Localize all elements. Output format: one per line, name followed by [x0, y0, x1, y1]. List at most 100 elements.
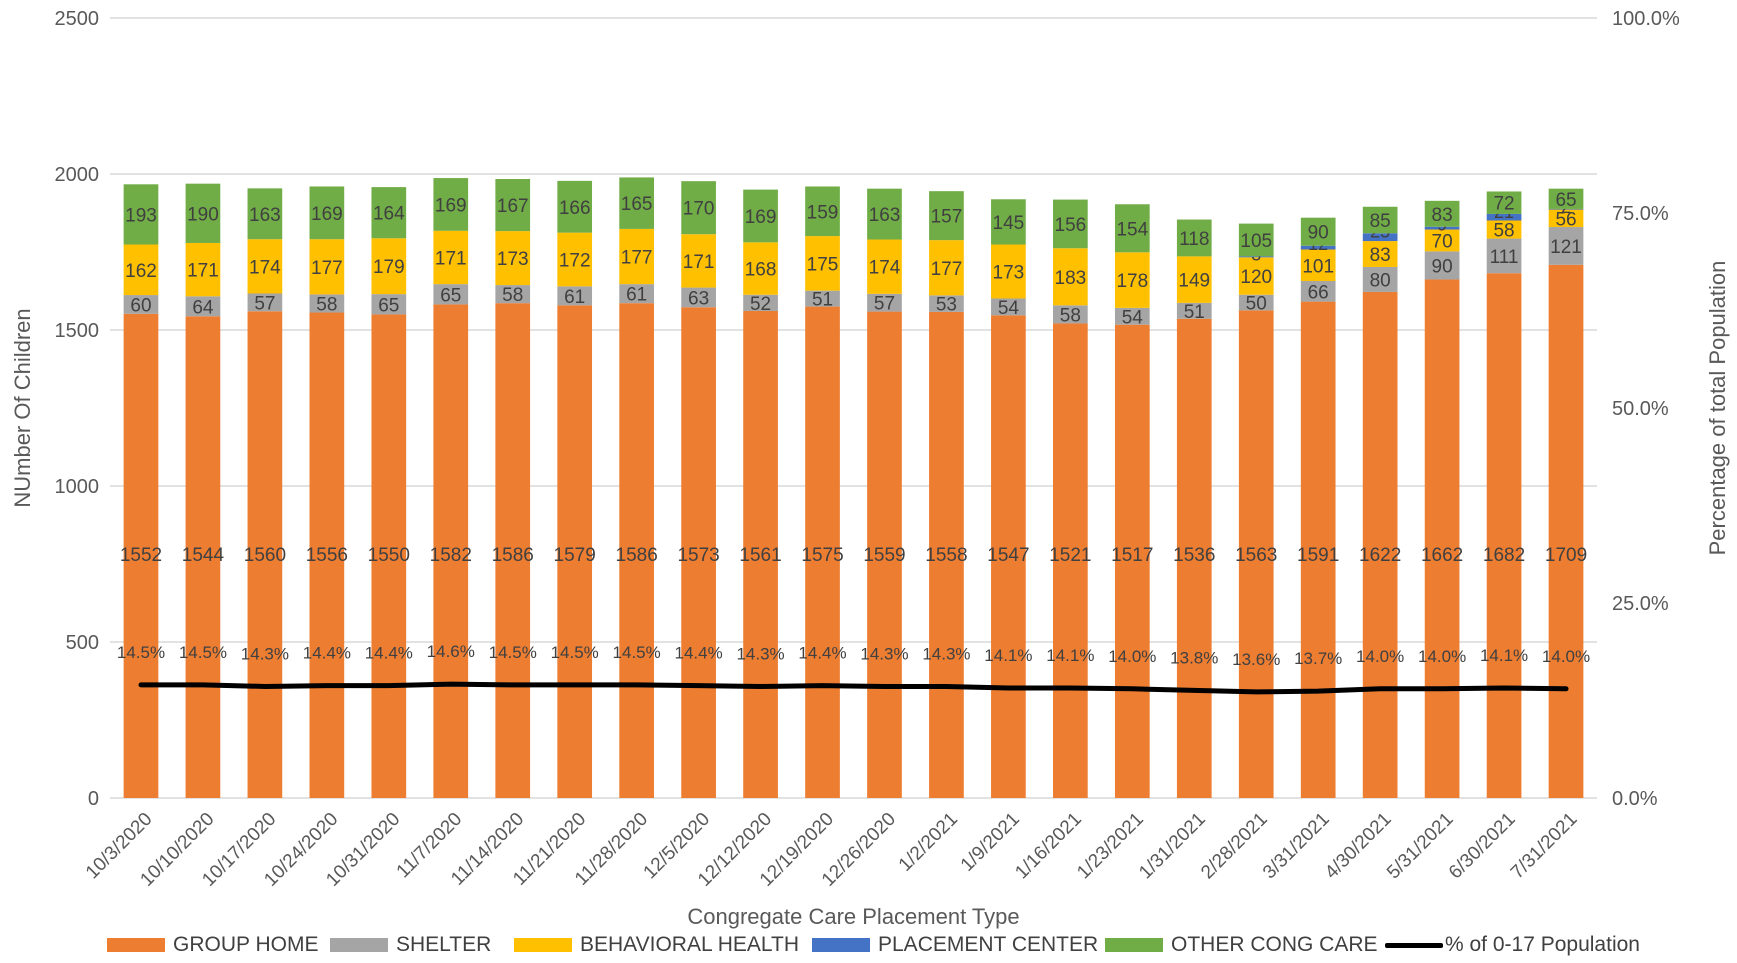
bar-behavioral-health: [433, 230, 469, 285]
data-label-behavioral-health: 175: [807, 254, 839, 275]
data-label-group-home: 1559: [863, 545, 905, 566]
bar-shelter: [805, 290, 840, 307]
y-tick-label: 1000: [55, 476, 100, 498]
bar-group-home: [1053, 323, 1088, 798]
bar-shelter: [929, 295, 964, 312]
data-label-shelter: 61: [626, 285, 647, 306]
y-axis-title: NUmber Of Children: [10, 308, 35, 507]
bar-shelter: [1300, 281, 1336, 302]
data-label-shelter: 111: [1490, 247, 1519, 268]
bar-group-home: [433, 304, 469, 798]
bar-other-cong-care: [1548, 188, 1584, 209]
bar-placement-center: [1424, 226, 1460, 230]
bar-behavioral-health: [309, 239, 345, 295]
legend-item-placement-center: PLACEMENT CENTER: [812, 930, 1098, 960]
data-label-behavioral-health: 149: [1178, 271, 1210, 292]
data-label-shelter: 52: [750, 294, 771, 315]
bar-group-home: [371, 314, 407, 798]
data-label-other-cong-care: 72: [1493, 194, 1514, 215]
data-label-shelter: 57: [874, 294, 895, 315]
bar-placement-center: [1486, 213, 1522, 221]
bar-behavioral-health: [805, 236, 840, 291]
line-data-label: 13.7%: [1294, 649, 1342, 668]
data-label-group-home: 1586: [616, 545, 658, 566]
bar-other-cong-care: [247, 188, 283, 240]
bar-behavioral-health: [681, 234, 716, 288]
bar-behavioral-health: [1548, 209, 1584, 228]
bar-shelter: [433, 284, 469, 305]
bar-shelter: [185, 296, 221, 317]
bar-group-home: [619, 303, 654, 798]
data-label-group-home: 1622: [1359, 545, 1401, 566]
legend-item-group-home: GROUP HOME: [107, 930, 318, 960]
data-label-shelter: 65: [378, 295, 399, 316]
data-label-behavioral-health: 177: [311, 258, 343, 279]
bar-other-cong-care: [991, 199, 1026, 245]
data-label-behavioral-health: 178: [1116, 271, 1148, 292]
data-label-group-home: 1662: [1421, 545, 1463, 566]
x-tick-label: 3/31/2021: [1259, 809, 1334, 884]
bar-behavioral-health: [991, 244, 1026, 299]
bar-behavioral-health: [185, 242, 221, 297]
bar-behavioral-health: [1424, 229, 1460, 252]
data-label-shelter: 54: [998, 298, 1020, 319]
line-data-label: 14.3%: [736, 644, 784, 663]
data-label-shelter: 61: [564, 287, 585, 308]
bar-group-home: [185, 316, 221, 798]
line-data-label: 14.3%: [860, 644, 908, 663]
data-label-other-cong-care: 170: [683, 199, 715, 220]
bar-other-cong-care: [1053, 199, 1088, 249]
bar-shelter: [1548, 227, 1584, 265]
bar-other-cong-care: [185, 183, 221, 243]
data-label-behavioral-health: 83: [1370, 245, 1391, 266]
legend-label-behavioral-health: BEHAVIORAL HEALTH: [580, 933, 800, 956]
bar-behavioral-health: [867, 239, 902, 294]
bar-group-home: [1300, 301, 1336, 798]
bar-other-cong-care: [433, 178, 469, 231]
line-data-label: 14.0%: [1542, 647, 1590, 666]
x-tick-label: 1/23/2021: [1073, 809, 1148, 884]
data-label-shelter: 58: [502, 285, 523, 306]
line-data-label: 14.6%: [427, 642, 475, 661]
data-label-other-cong-care: 83: [1432, 205, 1453, 226]
chart-plot: 0 500 1000 1500 2000 2500 0.0% 25.0% 50.0% 75.0% 1…: [10, 8, 1730, 929]
bar-group-home: [1114, 324, 1150, 798]
data-label-group-home: 1556: [306, 545, 348, 566]
legend-swatch-shelter: [330, 938, 388, 952]
legend-item-other-cong-care: OTHER CONG CARE: [1105, 930, 1378, 960]
bar-placement-center: [1362, 233, 1398, 242]
data-label-behavioral-health: 168: [745, 260, 777, 281]
y2-tick-label: 0.0%: [1612, 788, 1658, 810]
bar-other-cong-care: [371, 187, 407, 239]
legend-swatch-behavioral-health: [514, 938, 572, 952]
x-tick-label: 5/31/2021: [1383, 809, 1458, 884]
data-label-group-home: 1544: [182, 545, 225, 566]
line-data-label: 13.6%: [1232, 650, 1280, 669]
bar-shelter: [991, 298, 1026, 316]
data-label-behavioral-health: 177: [931, 259, 963, 280]
line-data-label: 14.4%: [365, 644, 413, 663]
legend-label-other-cong-care: OTHER CONG CARE: [1171, 933, 1378, 956]
bar-shelter: [309, 294, 345, 313]
line-data-label: 14.0%: [1356, 647, 1404, 666]
bar-other-cong-care: [681, 181, 716, 235]
bar-behavioral-health: [557, 232, 593, 287]
data-label-shelter: 64: [192, 297, 214, 318]
x-tick-label: 2/28/2021: [1197, 809, 1272, 884]
bar-shelter: [371, 294, 407, 315]
data-label-shelter: 65: [440, 285, 461, 306]
y2-tick-label: 75.0%: [1612, 203, 1669, 225]
bar-other-cong-care: [867, 188, 902, 240]
data-label-group-home: 1552: [120, 545, 162, 566]
y2-tick-label: 25.0%: [1612, 593, 1669, 615]
legend-line-population-pct: [1385, 942, 1443, 948]
bar-group-home: [309, 312, 345, 798]
bar-placement-center: [1238, 256, 1274, 258]
bar-other-cong-care: [495, 178, 531, 232]
bar-group-home: [495, 303, 531, 798]
bar-other-cong-care: [1486, 191, 1522, 214]
y2-tick-label: 100.0%: [1612, 8, 1680, 30]
y-tick-label: 1500: [55, 320, 100, 342]
line-data-label: 14.5%: [613, 643, 661, 662]
data-label-behavioral-health: 58: [1493, 221, 1514, 242]
